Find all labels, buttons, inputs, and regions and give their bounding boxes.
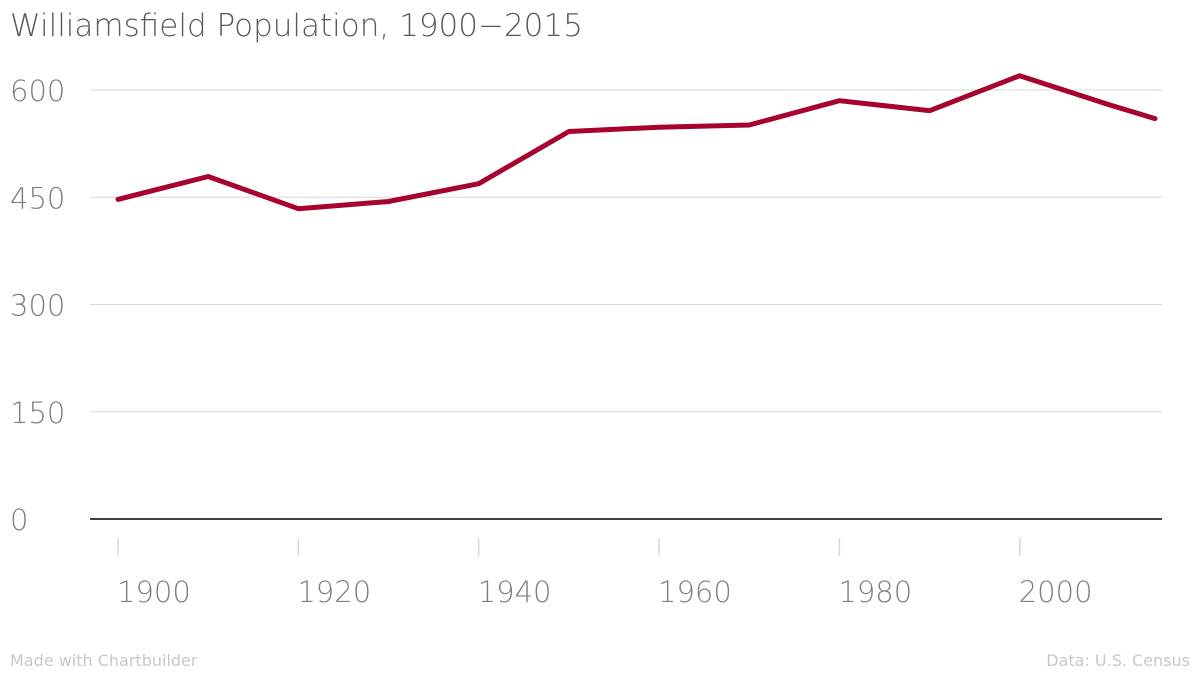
x-tick-label-2000: 2000 xyxy=(1019,575,1093,609)
x-axis-ticks: 1900 1920 1940 1960 1980 2000 xyxy=(117,538,1093,609)
series-layer xyxy=(115,73,1158,212)
y-tick-label-0: 0 xyxy=(10,503,28,537)
chartbuilder-credit: Made with Chartbuilder xyxy=(10,651,198,670)
y-tick-label-450: 450 xyxy=(10,181,65,215)
x-tick-label-1960: 1960 xyxy=(658,575,732,609)
y-axis-ticks: 0 150 300 450 600 xyxy=(10,74,65,537)
x-tick-label-1980: 1980 xyxy=(838,575,912,609)
chart-title: Williamsfield Population, 1900−2015 xyxy=(10,8,583,44)
y-tick-label-300: 300 xyxy=(10,289,65,323)
series-line-0 xyxy=(115,73,1158,212)
x-tick-label-1900: 1900 xyxy=(117,575,191,609)
y-tick-label-150: 150 xyxy=(10,396,65,430)
y-tick-label-600: 600 xyxy=(10,74,65,108)
x-tick-label-1940: 1940 xyxy=(478,575,552,609)
x-tick-label-1920: 1920 xyxy=(297,575,371,609)
gridlines xyxy=(90,89,1162,413)
data-source: Data: U.S. Census xyxy=(1046,651,1190,670)
